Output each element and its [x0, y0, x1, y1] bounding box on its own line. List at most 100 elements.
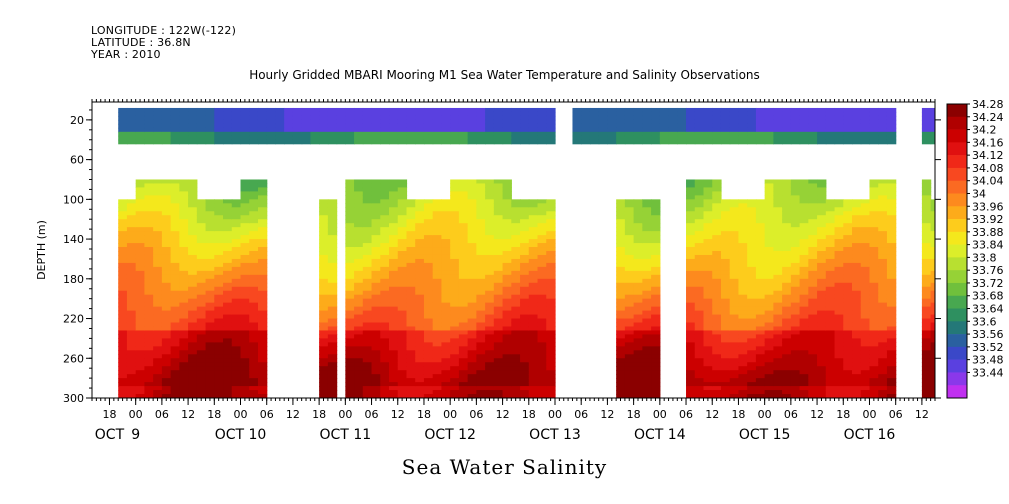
- heatmap-cell: [528, 254, 539, 260]
- heatmap-cell: [782, 362, 792, 367]
- heatmap-cell: [799, 219, 809, 224]
- heatmap-cell: [327, 386, 338, 391]
- heatmap-cell: [747, 342, 757, 347]
- heatmap-cell: [266, 127, 277, 133]
- heatmap-cell: [624, 239, 635, 244]
- heatmap-cell: [747, 270, 757, 276]
- heatmap-cell: [825, 247, 836, 252]
- heatmap-cell: [782, 207, 792, 212]
- heatmap-cell: [686, 318, 696, 324]
- heatmap-cell: [397, 378, 408, 383]
- heatmap-cell: [694, 187, 705, 192]
- heatmap-cell: [380, 290, 390, 296]
- heatmap-cell: [266, 115, 277, 121]
- heatmap-cell: [179, 290, 189, 296]
- heatmap-cell: [450, 330, 460, 336]
- heatmap-cell: [633, 374, 643, 379]
- heatmap-cell: [371, 195, 381, 200]
- heatmap-cell: [528, 219, 539, 224]
- heatmap-cell: [319, 294, 329, 300]
- heatmap-cell: [493, 254, 504, 260]
- heatmap-cell: [799, 306, 809, 312]
- heatmap-cell: [415, 243, 425, 248]
- heatmap-cell: [720, 362, 731, 367]
- heatmap-cell: [852, 386, 862, 391]
- heatmap-cell: [825, 270, 836, 276]
- heatmap-cell: [520, 254, 530, 260]
- heatmap-cell: [170, 199, 180, 204]
- heatmap-cell: [423, 382, 434, 387]
- heatmap-cell: [205, 250, 215, 256]
- heatmap-cell: [179, 203, 189, 208]
- heatmap-cell: [126, 334, 137, 339]
- heatmap-cell: [930, 350, 935, 355]
- heatmap-cell: [852, 262, 862, 268]
- heatmap-cell: [188, 306, 198, 312]
- heatmap-cell: [537, 330, 547, 336]
- heatmap-cell: [144, 322, 154, 328]
- heatmap-cell: [825, 330, 836, 336]
- heatmap-cell: [659, 107, 670, 113]
- heatmap-cell: [406, 290, 416, 296]
- heatmap-cell: [843, 354, 853, 359]
- heatmap-cell: [537, 123, 547, 129]
- heatmap-cell: [362, 302, 373, 308]
- heatmap-cell: [450, 219, 460, 224]
- heatmap-cell: [476, 139, 486, 145]
- heatmap-cell: [616, 235, 626, 240]
- heatmap-cell: [196, 306, 207, 312]
- heatmap-cell: [319, 139, 329, 145]
- heatmap-cell: [738, 374, 748, 379]
- heatmap-cell: [642, 378, 652, 383]
- heatmap-cell: [345, 366, 355, 371]
- heatmap-cell: [458, 282, 469, 288]
- heatmap-cell: [694, 258, 705, 264]
- heatmap-cell: [397, 115, 408, 121]
- heatmap-cell: [231, 326, 242, 332]
- heatmap-cell: [161, 394, 172, 398]
- heatmap-cell: [511, 203, 521, 208]
- heatmap-cell: [843, 318, 853, 324]
- heatmap-cell: [537, 302, 547, 308]
- heatmap-cell: [703, 127, 713, 133]
- heatmap-cell: [834, 358, 844, 363]
- heatmap-cell: [231, 231, 242, 236]
- heatmap-cell: [188, 254, 198, 260]
- heatmap-cell: [712, 346, 722, 351]
- heatmap-cell: [686, 390, 696, 395]
- heatmap-cell: [397, 187, 408, 192]
- heatmap-cell: [458, 199, 469, 204]
- heatmap-cell: [284, 135, 294, 141]
- heatmap-cell: [642, 298, 652, 304]
- heatmap-cell: [633, 286, 643, 292]
- heatmap-cell: [616, 346, 626, 351]
- heatmap-cell: [712, 322, 722, 328]
- heatmap-cell: [240, 350, 250, 355]
- heatmap-cell: [616, 111, 626, 117]
- heatmap-cell: [126, 310, 137, 316]
- heatmap-cell: [886, 310, 897, 316]
- heatmap-cell: [249, 334, 259, 339]
- heatmap-cell: [493, 179, 504, 185]
- heatmap-cell: [118, 322, 128, 328]
- heatmap-cell: [747, 274, 757, 280]
- heatmap-cell: [852, 366, 862, 371]
- heatmap-cell: [930, 211, 935, 216]
- heatmap-cell: [773, 278, 783, 284]
- heatmap-cell: [153, 195, 163, 200]
- heatmap-cell: [799, 266, 809, 272]
- heatmap-cell: [738, 330, 748, 336]
- heatmap-cell: [528, 330, 539, 336]
- heatmap-cell: [406, 254, 416, 260]
- heatmap-cell: [546, 131, 556, 137]
- heatmap-cell: [441, 294, 451, 300]
- heatmap-cell: [170, 294, 180, 300]
- heatmap-cell: [240, 211, 250, 216]
- heatmap-cell: [153, 266, 163, 272]
- heatmap-cell: [257, 195, 268, 200]
- heatmap-cell: [546, 223, 556, 228]
- heatmap-cell: [327, 394, 338, 398]
- heatmap-cell: [170, 314, 180, 320]
- heatmap-cell: [354, 314, 364, 320]
- heatmap-cell: [345, 382, 355, 387]
